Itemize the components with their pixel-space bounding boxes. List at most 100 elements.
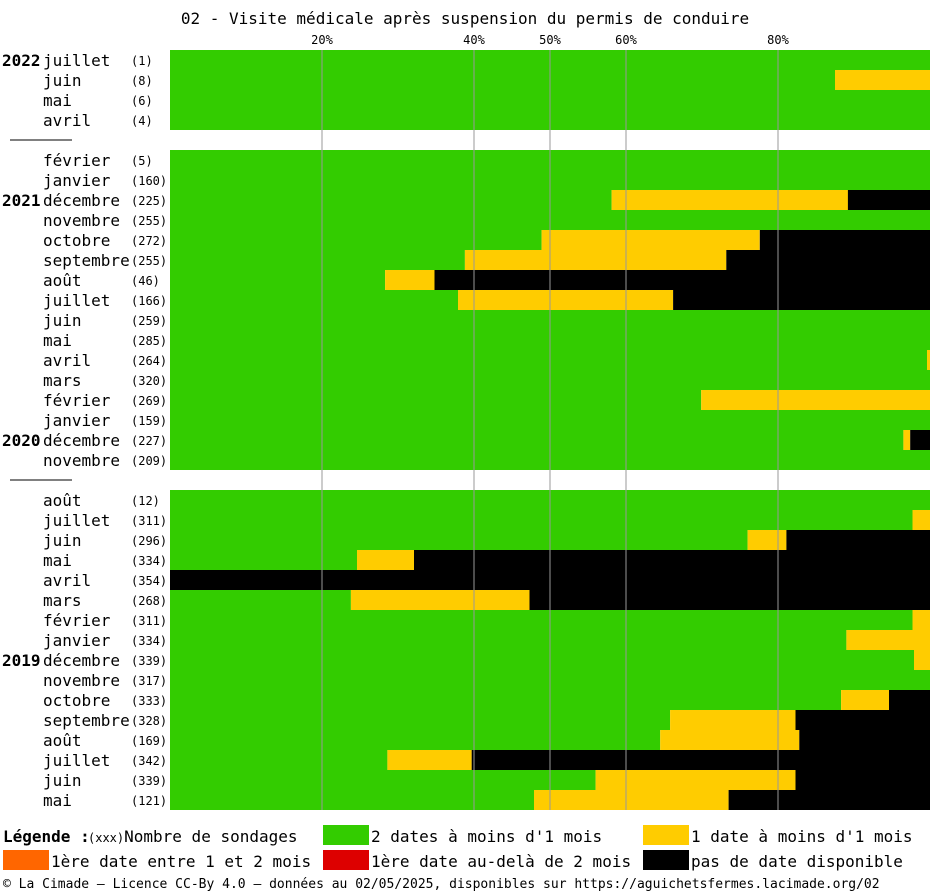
bar-segment	[170, 550, 357, 570]
month-label: septembre	[43, 711, 130, 730]
chart-title: 02 - Visite médicale après suspension du…	[180, 9, 750, 28]
count-label: (285)	[131, 334, 167, 348]
bar-segment	[726, 250, 930, 270]
year-label: 2022	[2, 51, 41, 70]
bar-segment	[170, 590, 351, 610]
year-label: 2021	[2, 191, 41, 210]
month-label: février	[43, 151, 111, 170]
legend-label-yellow: 1 date à moins d'1 mois	[691, 827, 913, 846]
bar-segment	[595, 770, 796, 790]
legend-unit: (xxx)Nombre de sondages	[88, 827, 298, 846]
bar-segment	[927, 350, 930, 370]
month-label: décembre	[43, 191, 120, 210]
legend-unit-label: Nombre de sondages	[124, 827, 298, 846]
count-label: (328)	[131, 714, 167, 728]
bar-segment	[170, 350, 927, 370]
bar-segment	[170, 710, 671, 730]
bar-segment	[903, 430, 911, 450]
month-label: avril	[43, 111, 91, 130]
count-label: (264)	[131, 354, 167, 368]
count-label: (334)	[131, 634, 167, 648]
bar-segment	[170, 690, 842, 710]
month-label: juin	[43, 311, 82, 330]
month-label: mai	[43, 91, 72, 110]
legend-swatch-black	[643, 850, 689, 870]
month-label: juillet	[43, 51, 110, 70]
legend-label-red: 1ère date au-delà de 2 mois	[371, 852, 632, 871]
count-label: (339)	[131, 654, 167, 668]
count-label: (8)	[131, 74, 153, 88]
month-label: décembre	[43, 431, 120, 450]
month-label: juin	[43, 71, 82, 90]
month-label: juillet	[43, 511, 110, 530]
bar-segment	[529, 590, 930, 610]
bar-segment	[701, 390, 930, 410]
month-label: octobre	[43, 231, 110, 250]
count-label: (339)	[131, 774, 167, 788]
month-label: mai	[43, 551, 72, 570]
month-label: avril	[43, 351, 91, 370]
count-label: (1)	[131, 54, 153, 68]
bar-segment	[170, 430, 904, 450]
count-label: (311)	[131, 614, 167, 628]
grid-layer	[321, 50, 779, 810]
bar-segment	[170, 630, 847, 650]
count-label: (225)	[131, 194, 167, 208]
year-label: 2019	[2, 651, 41, 670]
bar-segment	[747, 530, 787, 550]
count-label: (268)	[131, 594, 167, 608]
count-label: (5)	[131, 154, 153, 168]
month-label: juin	[43, 531, 82, 550]
labels-layer: 2022 juillet (1)juin (8)mai (6)avril (4)févri…	[2, 33, 790, 810]
count-label: (166)	[131, 294, 167, 308]
month-label: décembre	[43, 651, 120, 670]
count-label: (333)	[131, 694, 167, 708]
month-label: mars	[43, 371, 82, 390]
bar-segment	[846, 630, 930, 650]
bar-segment	[786, 530, 930, 550]
count-label: (342)	[131, 754, 167, 768]
bar-segment	[458, 290, 674, 310]
month-label: juillet	[43, 291, 110, 310]
legend-unit-sample: (xxx)	[88, 831, 125, 845]
bar-segment	[170, 290, 458, 310]
legend-swatch-orange	[3, 850, 49, 870]
month-label: août	[43, 731, 82, 750]
count-label: (269)	[131, 394, 167, 408]
legend-label-black: pas de date disponible	[691, 852, 903, 871]
legend-label-green: 2 dates à moins d'1 mois	[371, 827, 603, 846]
count-label: (169)	[131, 734, 167, 748]
bar-segment	[673, 290, 930, 310]
bar-segment	[170, 270, 386, 290]
bar-segment	[170, 70, 835, 90]
count-label: (4)	[131, 114, 153, 128]
bar-segment	[170, 190, 612, 210]
count-label: (255)	[131, 254, 167, 268]
month-label: novembre	[43, 671, 120, 690]
month-label: février	[43, 391, 111, 410]
bar-segment	[795, 770, 930, 790]
bar-segment	[464, 250, 727, 270]
bar-segment	[728, 790, 930, 810]
count-label: (296)	[131, 534, 167, 548]
x-tick-label: 20%	[311, 33, 333, 47]
legend-swatch-red	[323, 850, 369, 870]
bar-segment	[841, 690, 889, 710]
month-label: octobre	[43, 691, 110, 710]
bar-segment	[914, 650, 930, 670]
bar-segment	[912, 510, 930, 530]
bar-segment	[471, 750, 930, 770]
count-label: (311)	[131, 514, 167, 528]
bar-segment	[670, 710, 796, 730]
count-label: (320)	[131, 374, 167, 388]
bar-segment	[795, 710, 930, 730]
x-tick-label: 40%	[463, 33, 485, 47]
month-label: mai	[43, 331, 72, 350]
count-label: (334)	[131, 554, 167, 568]
x-tick-label: 50%	[539, 33, 561, 47]
bar-segment	[170, 750, 388, 770]
x-tick-label: 60%	[615, 33, 637, 47]
bar-segment	[387, 750, 472, 770]
bar-segment	[541, 230, 760, 250]
bar-segment	[660, 730, 800, 750]
